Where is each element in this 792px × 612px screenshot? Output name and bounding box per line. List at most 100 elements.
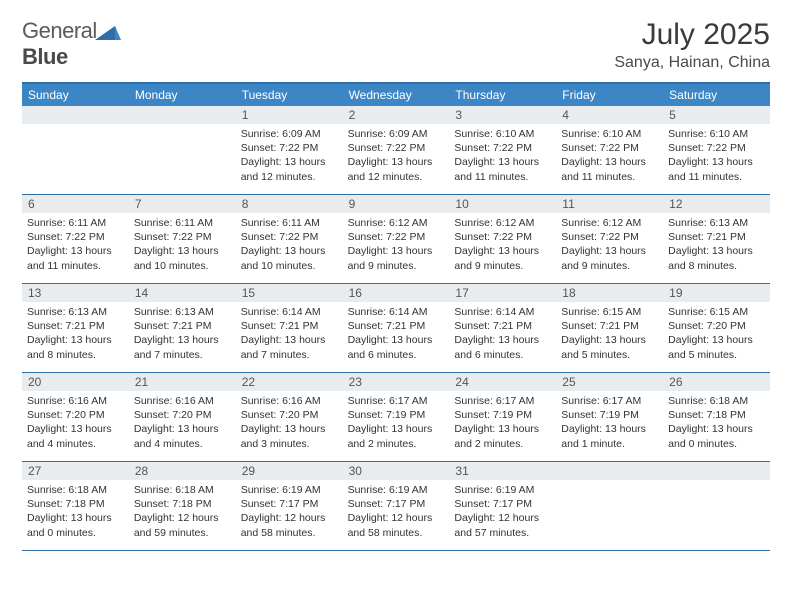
sunrise-text: Sunrise: 6:13 AM [27,305,124,319]
calendar: Sunday Monday Tuesday Wednesday Thursday… [22,82,770,551]
day-details: Sunrise: 6:16 AMSunset: 7:20 PMDaylight:… [236,391,343,456]
calendar-cell [556,462,663,550]
day-number: 1 [236,106,343,124]
calendar-cell: 11Sunrise: 6:12 AMSunset: 7:22 PMDayligh… [556,195,663,283]
day-number: 12 [663,195,770,213]
sunset-text: Sunset: 7:21 PM [668,230,765,244]
daylight-text: Daylight: 12 hours and 59 minutes. [134,511,231,539]
sunrise-text: Sunrise: 6:13 AM [134,305,231,319]
calendar-cell: 1Sunrise: 6:09 AMSunset: 7:22 PMDaylight… [236,106,343,194]
day-details: Sunrise: 6:14 AMSunset: 7:21 PMDaylight:… [343,302,450,367]
day-number: 7 [129,195,236,213]
month-title: July 2025 [614,18,770,52]
day-number: 18 [556,284,663,302]
day-number: 4 [556,106,663,124]
sunrise-text: Sunrise: 6:19 AM [241,483,338,497]
day-header: Wednesday [343,84,450,106]
week-row: 27Sunrise: 6:18 AMSunset: 7:18 PMDayligh… [22,462,770,551]
sunrise-text: Sunrise: 6:17 AM [348,394,445,408]
sunrise-text: Sunrise: 6:16 AM [134,394,231,408]
calendar-cell: 18Sunrise: 6:15 AMSunset: 7:21 PMDayligh… [556,284,663,372]
week-row: 1Sunrise: 6:09 AMSunset: 7:22 PMDaylight… [22,106,770,195]
sunset-text: Sunset: 7:17 PM [241,497,338,511]
day-number: 5 [663,106,770,124]
daylight-text: Daylight: 13 hours and 11 minutes. [27,244,124,272]
sunrise-text: Sunrise: 6:18 AM [668,394,765,408]
sunrise-text: Sunrise: 6:17 AM [561,394,658,408]
daylight-text: Daylight: 13 hours and 4 minutes. [27,422,124,450]
daylight-text: Daylight: 13 hours and 9 minutes. [454,244,551,272]
calendar-cell: 24Sunrise: 6:17 AMSunset: 7:19 PMDayligh… [449,373,556,461]
daylight-text: Daylight: 13 hours and 0 minutes. [668,422,765,450]
day-details: Sunrise: 6:17 AMSunset: 7:19 PMDaylight:… [343,391,450,456]
calendar-cell: 27Sunrise: 6:18 AMSunset: 7:18 PMDayligh… [22,462,129,550]
sunrise-text: Sunrise: 6:12 AM [348,216,445,230]
daylight-text: Daylight: 12 hours and 58 minutes. [241,511,338,539]
day-header: Tuesday [236,84,343,106]
sunset-text: Sunset: 7:22 PM [241,230,338,244]
calendar-cell: 30Sunrise: 6:19 AMSunset: 7:17 PMDayligh… [343,462,450,550]
day-number: 23 [343,373,450,391]
day-details: Sunrise: 6:14 AMSunset: 7:21 PMDaylight:… [236,302,343,367]
sunset-text: Sunset: 7:22 PM [561,141,658,155]
day-details: Sunrise: 6:18 AMSunset: 7:18 PMDaylight:… [663,391,770,456]
daylight-text: Daylight: 13 hours and 5 minutes. [668,333,765,361]
calendar-cell [663,462,770,550]
calendar-cell: 19Sunrise: 6:15 AMSunset: 7:20 PMDayligh… [663,284,770,372]
daylight-text: Daylight: 13 hours and 7 minutes. [134,333,231,361]
sunset-text: Sunset: 7:20 PM [241,408,338,422]
sunrise-text: Sunrise: 6:10 AM [668,127,765,141]
calendar-cell: 7Sunrise: 6:11 AMSunset: 7:22 PMDaylight… [129,195,236,283]
sunset-text: Sunset: 7:22 PM [454,141,551,155]
day-details: Sunrise: 6:15 AMSunset: 7:20 PMDaylight:… [663,302,770,367]
day-details: Sunrise: 6:15 AMSunset: 7:21 PMDaylight:… [556,302,663,367]
sunrise-text: Sunrise: 6:12 AM [561,216,658,230]
sunset-text: Sunset: 7:21 PM [27,319,124,333]
calendar-cell: 3Sunrise: 6:10 AMSunset: 7:22 PMDaylight… [449,106,556,194]
calendar-cell: 16Sunrise: 6:14 AMSunset: 7:21 PMDayligh… [343,284,450,372]
sunrise-text: Sunrise: 6:16 AM [27,394,124,408]
day-number: 26 [663,373,770,391]
daylight-text: Daylight: 13 hours and 11 minutes. [668,155,765,183]
calendar-cell: 4Sunrise: 6:10 AMSunset: 7:22 PMDaylight… [556,106,663,194]
daylight-text: Daylight: 13 hours and 9 minutes. [561,244,658,272]
day-header: Sunday [22,84,129,106]
sunrise-text: Sunrise: 6:15 AM [561,305,658,319]
day-details: Sunrise: 6:13 AMSunset: 7:21 PMDaylight:… [129,302,236,367]
sunrise-text: Sunrise: 6:14 AM [454,305,551,319]
day-details: Sunrise: 6:09 AMSunset: 7:22 PMDaylight:… [343,124,450,189]
day-number: 13 [22,284,129,302]
day-details: Sunrise: 6:16 AMSunset: 7:20 PMDaylight:… [129,391,236,456]
sunset-text: Sunset: 7:19 PM [348,408,445,422]
daylight-text: Daylight: 13 hours and 2 minutes. [348,422,445,450]
daylight-text: Daylight: 13 hours and 10 minutes. [134,244,231,272]
logo-word2: Blue [22,44,68,69]
day-number: 14 [129,284,236,302]
sunrise-text: Sunrise: 6:11 AM [27,216,124,230]
calendar-cell: 10Sunrise: 6:12 AMSunset: 7:22 PMDayligh… [449,195,556,283]
calendar-cell: 12Sunrise: 6:13 AMSunset: 7:21 PMDayligh… [663,195,770,283]
daylight-text: Daylight: 13 hours and 11 minutes. [561,155,658,183]
day-details: Sunrise: 6:12 AMSunset: 7:22 PMDaylight:… [449,213,556,278]
day-number: 25 [556,373,663,391]
sunset-text: Sunset: 7:22 PM [241,141,338,155]
daylight-text: Daylight: 13 hours and 11 minutes. [454,155,551,183]
sunrise-text: Sunrise: 6:15 AM [668,305,765,319]
daylight-text: Daylight: 13 hours and 4 minutes. [134,422,231,450]
calendar-cell: 9Sunrise: 6:12 AMSunset: 7:22 PMDaylight… [343,195,450,283]
sunrise-text: Sunrise: 6:13 AM [668,216,765,230]
calendar-cell [22,106,129,194]
sunrise-text: Sunrise: 6:09 AM [241,127,338,141]
sunrise-text: Sunrise: 6:16 AM [241,394,338,408]
day-number: 27 [22,462,129,480]
day-details: Sunrise: 6:14 AMSunset: 7:21 PMDaylight:… [449,302,556,367]
sunset-text: Sunset: 7:19 PM [454,408,551,422]
day-number [22,106,129,124]
calendar-cell: 29Sunrise: 6:19 AMSunset: 7:17 PMDayligh… [236,462,343,550]
sunrise-text: Sunrise: 6:11 AM [134,216,231,230]
calendar-cell: 20Sunrise: 6:16 AMSunset: 7:20 PMDayligh… [22,373,129,461]
sunrise-text: Sunrise: 6:14 AM [348,305,445,319]
sunset-text: Sunset: 7:18 PM [668,408,765,422]
day-number: 19 [663,284,770,302]
sunrise-text: Sunrise: 6:10 AM [454,127,551,141]
